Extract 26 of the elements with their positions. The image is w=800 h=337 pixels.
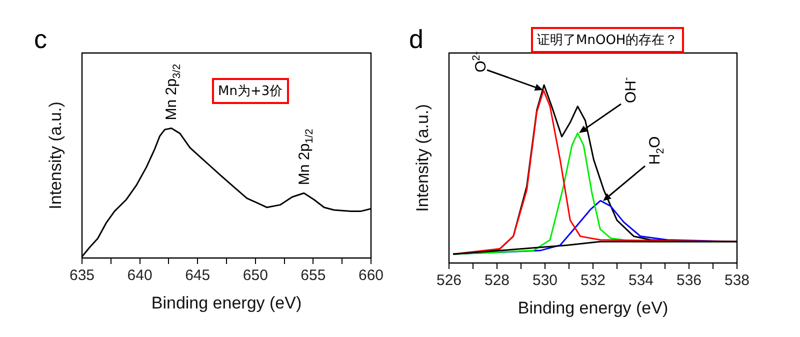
x-tick-label: 530 bbox=[532, 272, 558, 290]
x-tick-label: 526 bbox=[436, 272, 462, 290]
text: 证明了MnOOH的存在？ bbox=[531, 27, 684, 53]
annotation: Mn 2p1/2 bbox=[296, 128, 316, 186]
annotation: O2- bbox=[470, 50, 490, 72]
chart-title: c bbox=[34, 24, 47, 54]
x-axis-title: Binding energy (eV) bbox=[151, 293, 302, 312]
y-axis-title: Intensity (a.u.) bbox=[412, 104, 432, 212]
x-tick-label: 640 bbox=[127, 267, 152, 284]
annotation: Mn 2p3/2 bbox=[163, 64, 183, 120]
x-tick-label: 532 bbox=[580, 272, 606, 290]
x-tick-label: 536 bbox=[676, 272, 702, 290]
x-tick-label: 655 bbox=[300, 267, 326, 284]
chart-title: d bbox=[409, 24, 424, 54]
x-tick-label: 635 bbox=[69, 267, 95, 284]
x-tick-label: 645 bbox=[185, 267, 210, 284]
x-tick-label: 528 bbox=[484, 272, 510, 290]
y-axis-title: Intensity (a.u.) bbox=[46, 102, 65, 210]
x-tick-label: 660 bbox=[358, 267, 384, 284]
annotation: H2O bbox=[646, 136, 666, 165]
x-tick-label: 534 bbox=[628, 272, 654, 290]
x-tick-label: 538 bbox=[724, 272, 750, 290]
x-axis-title: Binding energy (eV) bbox=[518, 298, 668, 318]
text: Mn为+3价 bbox=[212, 78, 289, 104]
x-tick-label: 650 bbox=[242, 267, 268, 284]
annotation: OH- bbox=[620, 76, 640, 104]
